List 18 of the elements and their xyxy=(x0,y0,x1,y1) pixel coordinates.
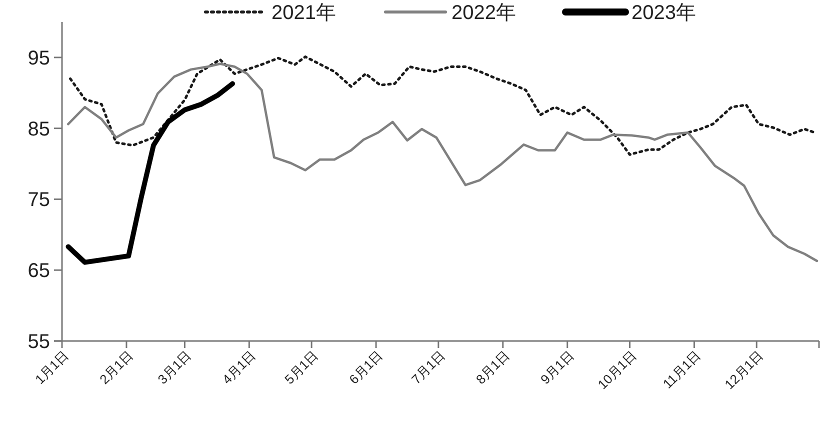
x-tick-label: 5月1日 xyxy=(282,348,321,387)
x-tick-label: 2月1日 xyxy=(96,348,136,387)
y-tick-label: 95 xyxy=(28,47,50,70)
x-tick-label: 9月1日 xyxy=(537,348,577,387)
legend-label: 2022年 xyxy=(452,2,516,24)
x-tick-label: 3月1日 xyxy=(154,348,194,387)
x-tick-label: 6月1日 xyxy=(346,348,386,387)
legend-label: 2023年 xyxy=(632,2,696,24)
y-tick-label: 65 xyxy=(28,260,50,282)
y-tick-label: 75 xyxy=(28,189,50,212)
x-tick-label: 12月1日 xyxy=(722,348,766,392)
x-tick-label: 10月1日 xyxy=(594,348,640,392)
x-tick-label: 8月1日 xyxy=(473,348,512,387)
y-tick-label: 85 xyxy=(28,118,50,140)
legend-label: 2021年 xyxy=(272,2,336,24)
x-tick-label: 4月1日 xyxy=(219,348,259,387)
x-tick-label: 11月1日 xyxy=(660,348,704,392)
x-tick-label: 7月1日 xyxy=(408,348,448,387)
